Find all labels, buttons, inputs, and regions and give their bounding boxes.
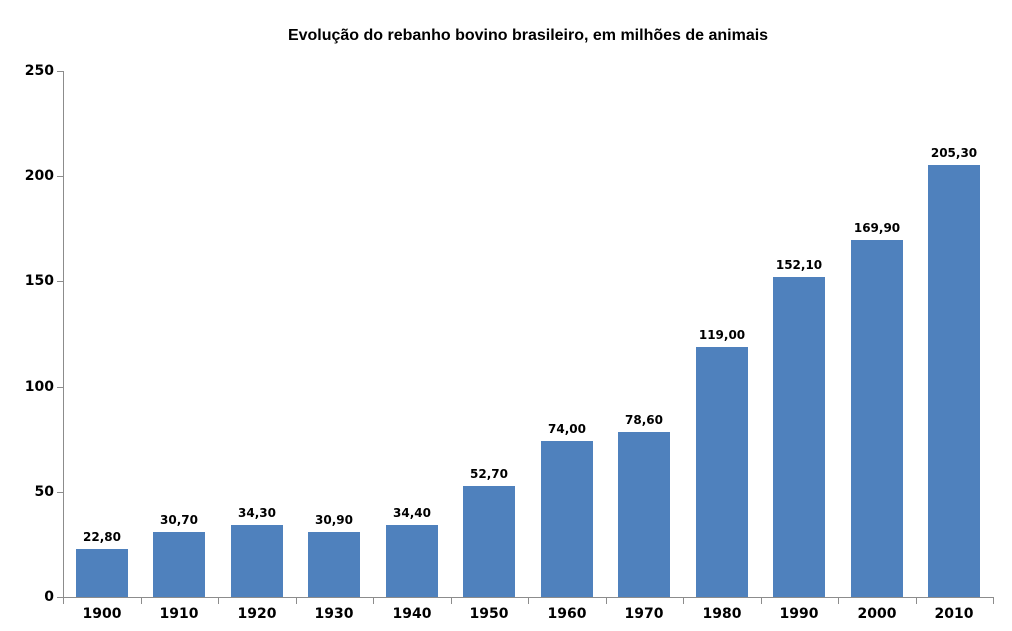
y-tick-label: 150 — [24, 273, 54, 289]
y-tick-label: 200 — [24, 168, 54, 184]
chart-title: Evolução do rebanho bovino brasileiro, e… — [287, 27, 769, 44]
bar — [231, 525, 283, 597]
x-category-label: 1900 — [82, 606, 122, 622]
bar-value-label: 52,70 — [470, 467, 508, 481]
bar-value-label: 34,30 — [238, 506, 276, 520]
bar — [851, 240, 903, 597]
bar — [773, 277, 825, 597]
bar-value-label: 78,60 — [625, 413, 663, 427]
y-axis-tick — [57, 387, 63, 388]
x-category-label: 1960 — [547, 606, 587, 622]
bar — [696, 347, 748, 597]
x-category-label: 1990 — [779, 606, 819, 622]
y-axis-line — [63, 71, 64, 598]
x-category-label: 1940 — [392, 606, 432, 622]
bar-value-label: 169,90 — [853, 221, 901, 235]
bar-value-label: 205,30 — [930, 146, 978, 160]
x-axis-tick — [683, 598, 684, 604]
x-axis-tick — [606, 598, 607, 604]
x-axis-tick — [838, 598, 839, 604]
bar-value-label: 30,90 — [315, 513, 353, 527]
x-category-label: 2000 — [857, 606, 897, 622]
y-axis-tick — [57, 597, 63, 598]
y-tick-label: 50 — [34, 484, 54, 500]
bar-value-label: 119,00 — [698, 328, 746, 342]
x-category-label: 1910 — [159, 606, 199, 622]
x-category-label: 1950 — [469, 606, 509, 622]
y-tick-label: 0 — [44, 589, 54, 605]
x-axis-tick — [296, 598, 297, 604]
y-axis-tick — [57, 492, 63, 493]
x-category-label: 1970 — [624, 606, 664, 622]
x-axis-tick — [373, 598, 374, 604]
bar — [618, 432, 670, 597]
x-axis-tick — [528, 598, 529, 604]
bar — [308, 532, 360, 597]
bar-value-label: 22,80 — [83, 530, 121, 544]
y-axis-tick — [57, 71, 63, 72]
x-axis-tick — [761, 598, 762, 604]
x-category-label: 2010 — [934, 606, 974, 622]
bar — [153, 532, 205, 597]
x-axis-tick — [218, 598, 219, 604]
bar — [76, 549, 128, 597]
x-category-label: 1920 — [237, 606, 277, 622]
bar — [928, 165, 980, 597]
bar — [386, 525, 438, 597]
bar — [463, 486, 515, 597]
x-axis-tick — [63, 598, 64, 604]
x-category-label: 1930 — [314, 606, 354, 622]
y-axis-tick — [57, 281, 63, 282]
bar-value-label: 74,00 — [548, 422, 586, 436]
x-axis-line — [63, 597, 994, 598]
bar-value-label: 34,40 — [393, 506, 431, 520]
bar — [541, 441, 593, 597]
x-category-label: 1980 — [702, 606, 742, 622]
bar-value-label: 152,10 — [775, 258, 823, 272]
x-axis-tick — [141, 598, 142, 604]
bar-value-label: 30,70 — [160, 513, 198, 527]
x-axis-tick — [451, 598, 452, 604]
x-axis-tick — [993, 598, 994, 604]
y-axis-tick — [57, 176, 63, 177]
y-tick-label: 100 — [24, 379, 54, 395]
y-tick-label: 250 — [24, 63, 54, 79]
x-axis-tick — [916, 598, 917, 604]
